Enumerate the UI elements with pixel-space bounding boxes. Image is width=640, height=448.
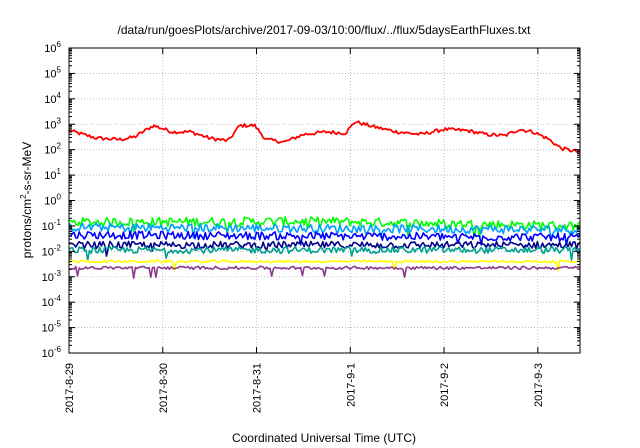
y-tick-exponent: 2 — [57, 142, 62, 151]
y-tick-base: 10 — [44, 68, 56, 80]
y-tick-base: 10 — [44, 119, 56, 131]
x-axis-label: Coordinated Universal Time (UTC) — [232, 431, 416, 445]
series-line-8 — [68, 265, 581, 279]
y-tick-base: 10 — [44, 196, 56, 208]
series-line-4 — [68, 230, 581, 246]
y-axis-label-superscript: 2 — [19, 194, 28, 199]
y-axis-label: protons/cm2-s-sr-MeV — [19, 142, 34, 258]
y-axis-label-main: protons/cm — [20, 199, 34, 258]
y-tick-label: 10-1 — [42, 218, 62, 233]
x-tick-label: 2017-9-1 — [345, 363, 357, 407]
x-tick-label: 2017-8-29 — [64, 363, 76, 413]
axis-ticks — [68, 47, 580, 354]
y-tick-exponent: 5 — [57, 65, 62, 74]
series-line-1 — [68, 120, 581, 153]
x-tick-label: 2017-8-30 — [158, 363, 170, 413]
x-tick-labels: 2017-8-29 2017-8-30 2017-8-31 2017-9-1 2017-… — [64, 363, 545, 413]
y-tick-base: 10 — [42, 297, 54, 309]
y-tick-base: 10 — [44, 43, 56, 55]
y-tick-exponent: 3 — [57, 116, 62, 125]
y-tick-label: 10-4 — [42, 294, 62, 309]
data-series — [68, 120, 581, 279]
series-line-2 — [68, 216, 581, 239]
y-tick-label: 102 — [44, 142, 61, 157]
grid — [69, 48, 580, 353]
y-tick-base: 10 — [44, 145, 56, 157]
y-tick-base: 10 — [42, 221, 54, 233]
y-tick-exponent: -4 — [54, 294, 62, 303]
chart-title: /data/run/goesPlots/archive/2017-09-03/1… — [118, 23, 532, 37]
y-tick-base: 10 — [44, 94, 56, 106]
y-tick-labels: 10610510410310210110010-110-210-310-410-… — [42, 40, 62, 360]
x-tick-label: 2017-8-31 — [252, 363, 264, 413]
y-tick-base: 10 — [42, 348, 54, 360]
y-tick-base: 10 — [42, 272, 54, 284]
series-line-7 — [68, 259, 580, 272]
y-tick-exponent: -5 — [54, 320, 62, 329]
y-tick-exponent: -1 — [54, 218, 62, 227]
y-tick-label: 104 — [44, 91, 61, 106]
y-tick-label: 10-5 — [42, 320, 62, 335]
y-tick-exponent: 4 — [57, 91, 62, 100]
y-tick-label: 106 — [44, 40, 61, 55]
y-tick-label: 105 — [44, 65, 61, 80]
y-tick-exponent: 0 — [57, 193, 62, 202]
y-tick-label: 100 — [44, 193, 61, 208]
y-tick-exponent: 6 — [57, 40, 62, 49]
y-tick-base: 10 — [42, 323, 54, 335]
series-line-6 — [68, 246, 581, 262]
y-tick-label: 10-6 — [42, 345, 62, 360]
y-tick-exponent: 1 — [57, 167, 62, 176]
series-line-5 — [69, 240, 581, 257]
x-tick-label: 2017-9-3 — [533, 363, 545, 407]
y-tick-label: 10-2 — [42, 243, 62, 258]
y-tick-exponent: -3 — [54, 269, 62, 278]
y-tick-base: 10 — [42, 246, 54, 258]
y-tick-label: 103 — [44, 116, 61, 131]
series-line-3 — [68, 222, 581, 241]
x-tick-label: 2017-9-2 — [439, 363, 451, 407]
y-axis-label-rest: -s-sr-MeV — [20, 142, 34, 195]
y-tick-label: 101 — [44, 167, 61, 182]
y-tick-exponent: -2 — [54, 243, 62, 252]
y-tick-label: 10-3 — [42, 269, 62, 284]
y-tick-exponent: -6 — [54, 345, 62, 354]
y-tick-base: 10 — [44, 170, 56, 182]
